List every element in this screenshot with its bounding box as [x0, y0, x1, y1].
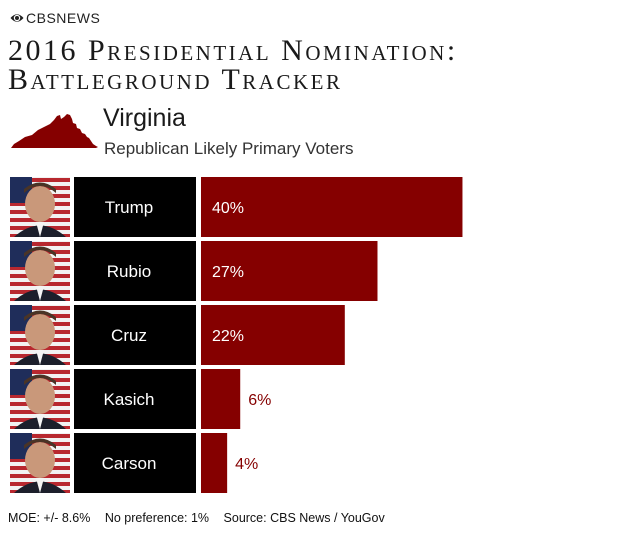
candidate-label-trump: Trump: [105, 198, 154, 217]
value-label-trump: 40%: [212, 200, 244, 217]
bar-row-cruz: Cruz 22%: [10, 305, 345, 365]
virginia-map-icon: [11, 114, 98, 148]
name-box-cruz: [74, 305, 196, 365]
state-subtitle: Republican Likely Primary Voters: [104, 139, 354, 158]
footer-moe: MOE: +/- 8.6%: [8, 511, 91, 525]
title-line-2: Battleground Tracker: [8, 63, 343, 96]
state-name: Virginia: [103, 104, 186, 132]
bar-rubio: [201, 241, 378, 301]
brand-name: CBSNEWS: [26, 10, 101, 26]
candidate-label-carson: Carson: [102, 454, 157, 473]
bar-row-rubio: Rubio 27%: [10, 241, 378, 301]
bar-row-trump: Trump 40%: [10, 177, 463, 237]
candidate-photo-carson: [10, 433, 70, 493]
candidate-photo-kasich: [10, 369, 70, 429]
name-box-rubio: [74, 241, 196, 301]
candidate-photo-cruz: [10, 305, 70, 365]
value-label-kasich: 6%: [248, 392, 271, 409]
name-box-trump: [74, 177, 196, 237]
bar-kasich: [201, 369, 241, 429]
footer-no-preference: No preference: 1%: [104, 511, 210, 525]
brand-logo: CBSNEWS: [10, 10, 100, 26]
title-line-1: 2016 Presidential Nomination:: [8, 34, 458, 67]
candidate-photo-rubio: [10, 241, 70, 301]
value-label-carson: 4%: [235, 456, 258, 473]
page-title: 2016 Presidential Nomination: Battlegrou…: [8, 34, 608, 96]
name-box-carson: [74, 433, 196, 493]
value-label-rubio: 27%: [212, 264, 244, 281]
candidate-label-kasich: Kasich: [103, 390, 154, 409]
bar-row-kasich: Kasich 6%: [10, 369, 271, 429]
cbs-eye-icon: [10, 14, 24, 22]
footer: MOE: +/- 8.6% No preference: 1% Source: …: [8, 511, 396, 525]
footer-source: Source: CBS News / YouGov: [223, 511, 385, 525]
candidate-label-rubio: Rubio: [107, 262, 151, 281]
value-label-cruz: 22%: [212, 328, 244, 345]
candidate-label-cruz: Cruz: [111, 326, 147, 345]
bar-cruz: [201, 305, 345, 365]
bar-carson: [201, 433, 228, 493]
name-box-kasich: [74, 369, 196, 429]
bar-chart: Trump 40% Rubio 27% Cruz 22% Kasich 6% Carson 4%: [10, 177, 463, 493]
candidate-photo-trump: [10, 177, 70, 237]
bar-trump: [201, 177, 463, 237]
bar-row-carson: Carson 4%: [10, 433, 258, 493]
